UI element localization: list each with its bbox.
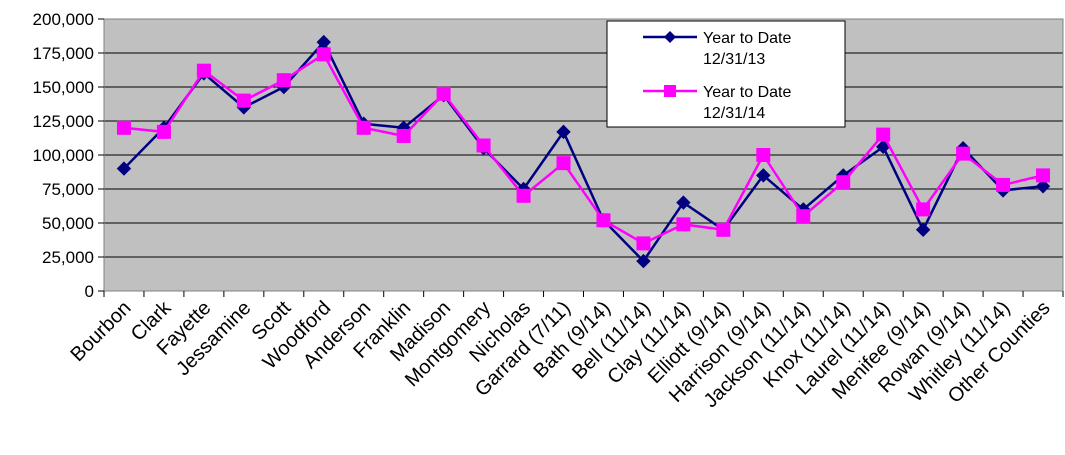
data-point bbox=[836, 175, 851, 190]
data-point bbox=[556, 156, 571, 171]
data-point bbox=[116, 161, 132, 176]
legend: Year to Date 12/31/13 Year to Date 12/31… bbox=[606, 20, 846, 128]
data-point bbox=[356, 120, 371, 135]
series-2 bbox=[116, 47, 1051, 251]
x-axis-ticks: BourbonClarkFayetteJessamineScottWoodfor… bbox=[66, 291, 1064, 412]
data-point bbox=[1036, 168, 1051, 183]
legend-label-series-1-line-2: 12/31/13 bbox=[703, 51, 765, 68]
data-point bbox=[556, 124, 571, 140]
y-axis-ticks: 0 25,000 50,000 75,000 100,000 125,000 150,000… bbox=[33, 10, 104, 301]
y-tick-label: 125,000 bbox=[33, 112, 94, 131]
data-point bbox=[116, 120, 131, 135]
y-tick-label: 75,000 bbox=[42, 180, 94, 199]
series-line bbox=[123, 40, 1044, 263]
y-tick-label: 50,000 bbox=[42, 214, 94, 233]
y-tick-label: 150,000 bbox=[33, 78, 94, 97]
x-tick-label: Bourbon bbox=[66, 297, 135, 366]
data-point bbox=[916, 202, 931, 217]
legend-label-series-2-line-1: Year to Date bbox=[703, 84, 791, 101]
data-point bbox=[1035, 179, 1051, 194]
data-point bbox=[236, 93, 251, 108]
data-point bbox=[276, 73, 291, 88]
data-point bbox=[636, 253, 651, 269]
data-point bbox=[956, 146, 971, 161]
data-point bbox=[516, 188, 531, 203]
data-point bbox=[156, 124, 171, 139]
data-point bbox=[756, 148, 771, 162]
data-point bbox=[596, 213, 611, 228]
legend-marker-series-2 bbox=[664, 85, 676, 97]
data-point bbox=[636, 236, 651, 251]
data-point bbox=[716, 222, 731, 237]
data-point bbox=[436, 86, 451, 101]
y-tick-label: 100,000 bbox=[33, 146, 94, 165]
y-tick-label: 25,000 bbox=[42, 248, 94, 267]
data-point bbox=[476, 138, 491, 153]
data-point bbox=[996, 177, 1011, 192]
data-point bbox=[316, 47, 331, 62]
legend-box bbox=[606, 20, 846, 128]
data-point bbox=[676, 217, 691, 232]
data-point bbox=[396, 128, 411, 143]
data-point bbox=[756, 168, 771, 183]
y-tick-label: 0 bbox=[85, 282, 94, 301]
data-point bbox=[915, 222, 931, 238]
data-point bbox=[876, 127, 891, 142]
y-tick-label: 175,000 bbox=[33, 44, 94, 63]
legend-marker-series-1 bbox=[664, 31, 676, 43]
legend-label-series-1-line-1: Year to Date bbox=[703, 30, 791, 47]
data-point bbox=[796, 209, 811, 224]
data-point bbox=[196, 63, 211, 78]
data-point bbox=[676, 195, 691, 210]
legend-label-series-2-line-2: 12/31/14 bbox=[703, 105, 765, 122]
series bbox=[116, 34, 1051, 269]
y-tick-label: 200,000 bbox=[33, 10, 94, 29]
